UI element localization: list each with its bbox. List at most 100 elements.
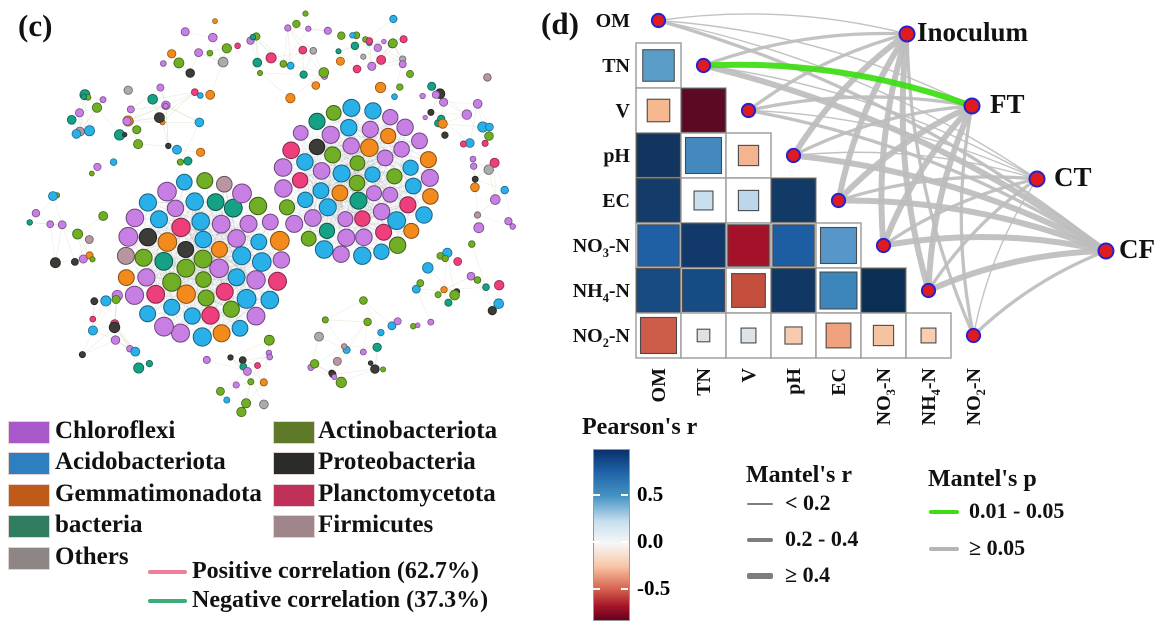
taxon-node <box>422 114 428 121</box>
taxon-node <box>108 321 121 334</box>
taxon-node <box>352 64 362 74</box>
taxon-node <box>361 120 379 138</box>
taxon-node <box>212 324 231 343</box>
taxon-node <box>318 222 336 239</box>
taxon-node <box>71 129 82 139</box>
taxon-node <box>337 31 346 40</box>
taxon-node <box>162 102 169 110</box>
taxon-node <box>268 271 287 291</box>
taxon-node <box>26 219 33 226</box>
taxon-node <box>211 240 228 258</box>
matrix-row-label-NO3-N: NO3-N <box>572 234 630 260</box>
taxon-node <box>130 346 141 357</box>
taxon-node <box>332 245 350 263</box>
taxon-node <box>509 223 516 230</box>
matrix-cell-square <box>819 271 858 310</box>
sample-node <box>963 97 981 115</box>
mantel-edge <box>836 175 1039 203</box>
mantel-p-line <box>929 510 959 514</box>
taxon-node <box>337 211 354 228</box>
taxon-node <box>332 164 351 183</box>
colorbar-tick-dash <box>593 493 600 496</box>
mantel-edge <box>971 249 1108 338</box>
taxon-node <box>305 25 312 32</box>
network-nodes <box>26 10 516 418</box>
taxon-node <box>147 94 159 105</box>
matrix-col-label-EC: EC <box>827 368 850 396</box>
taxon-node <box>165 142 172 150</box>
taxon-node <box>482 283 490 292</box>
taxon-node <box>176 173 193 191</box>
taxon-node <box>302 10 309 17</box>
taxon-node <box>252 57 263 68</box>
taxon-node <box>31 208 41 218</box>
taxon-node <box>231 319 249 337</box>
mantel-p-line <box>929 547 959 551</box>
taxon-node <box>196 172 214 190</box>
taxon-node <box>393 141 410 158</box>
taxon-node <box>177 241 195 258</box>
phylum-label-left-2: Gemmatimonadota <box>55 479 262 507</box>
taxon-node <box>232 183 252 204</box>
matrix-cell-square <box>642 49 675 82</box>
matrix-cell-square <box>771 178 816 223</box>
taxon-node <box>370 364 380 374</box>
taxon-node <box>470 162 478 170</box>
taxon-node <box>441 131 449 139</box>
taxon-node <box>299 70 308 79</box>
taxon-node <box>72 228 83 240</box>
taxon-node <box>363 317 372 327</box>
taxon-node <box>246 306 266 326</box>
taxon-node <box>84 125 96 137</box>
taxon-node <box>261 213 279 231</box>
mantel-edge <box>746 32 909 113</box>
taxon-node <box>437 118 448 129</box>
mantel-r-item-label: ≥ 0.4 <box>785 562 831 587</box>
positive-correlation-label: Positive correlation (62.7%) <box>192 558 479 584</box>
taxon-node <box>272 251 291 269</box>
colorbar-tick-dash <box>593 588 600 591</box>
matrix-row-label-pH: pH <box>603 144 630 167</box>
taxon-node <box>399 35 408 44</box>
taxon-node <box>300 230 317 247</box>
taxon-node <box>382 186 399 203</box>
taxon-node <box>132 125 142 135</box>
taxon-node <box>250 233 268 251</box>
taxon-node <box>410 323 417 330</box>
taxon-node <box>265 52 277 64</box>
taxon-node <box>194 117 205 128</box>
taxon-node <box>389 14 398 24</box>
matrix-cell-square <box>696 328 711 343</box>
phylum-label-right-1: Proteobacteria <box>318 448 476 476</box>
taxon-node <box>285 93 296 104</box>
taxon-node <box>241 398 252 409</box>
taxon-node <box>71 257 79 266</box>
taxon-node <box>269 230 290 251</box>
taxon-node <box>373 43 382 52</box>
mantel-r-item-label: 0.2 - 0.4 <box>785 526 859 551</box>
taxon-node <box>232 246 252 266</box>
correlation-matrix <box>635 42 952 359</box>
taxon-node <box>331 184 349 202</box>
taxon-node <box>80 93 88 100</box>
matrix-cell-square <box>737 189 760 212</box>
colorbar-tick-label: -0.5 <box>637 576 671 601</box>
taxon-node <box>469 155 477 163</box>
matrix-cell-square <box>727 224 770 267</box>
taxon-node <box>110 335 121 345</box>
taxon-node <box>249 33 257 41</box>
taxon-node <box>256 70 263 77</box>
taxon-node <box>360 138 379 157</box>
taxon-node <box>195 271 212 288</box>
taxon-node <box>484 131 494 141</box>
taxon-node <box>154 316 174 337</box>
taxon-node <box>196 147 206 157</box>
mantel-edge <box>972 178 1038 337</box>
taxon-node <box>150 210 168 229</box>
mantel-p-item-label: ≥ 0.05 <box>969 535 1026 560</box>
matrix-cell-square <box>646 98 671 123</box>
taxon-node <box>309 46 318 55</box>
taxon-node <box>318 67 330 78</box>
matrix-col-label-NO2-N: NO2-N <box>962 368 988 426</box>
